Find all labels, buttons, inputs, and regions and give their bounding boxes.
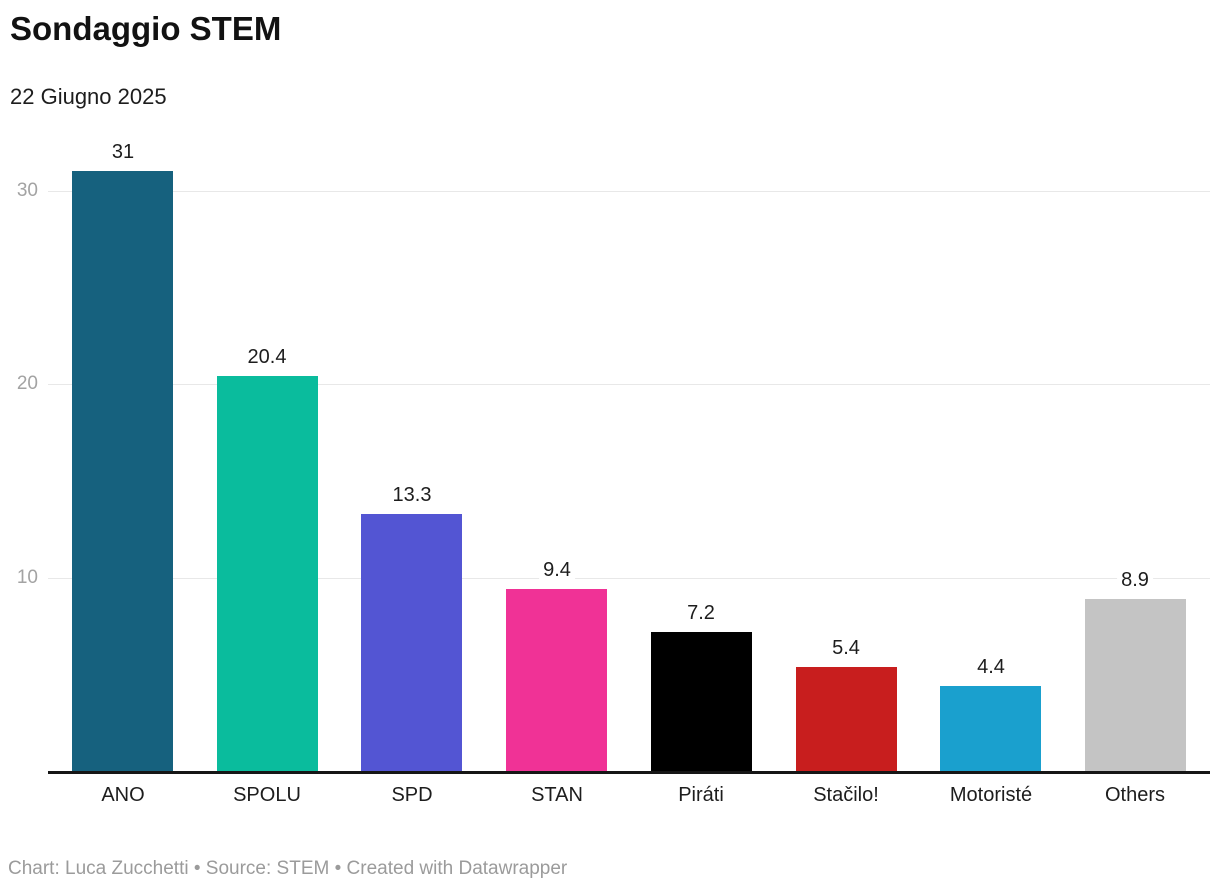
bar-value-label: 7.2	[683, 602, 719, 625]
gridline	[48, 384, 1210, 385]
bar-value-label: 8.9	[1117, 569, 1153, 592]
bar-others	[1085, 599, 1186, 771]
chart-subtitle: 22 Giugno 2025	[10, 84, 167, 109]
bar-spolu	[217, 376, 318, 771]
x-category-label: Others	[1104, 784, 1166, 806]
x-category-label: Motoristé	[949, 784, 1033, 806]
bar-value-label: 31	[107, 141, 139, 164]
x-category-label: Stačilo!	[813, 784, 879, 806]
bar-value-label: 9.4	[539, 559, 575, 582]
bar-pir-ti	[651, 632, 752, 771]
y-axis-tick-label: 20	[16, 373, 38, 394]
chart-footer: Chart: Luca Zucchetti • Source: STEM • C…	[8, 858, 568, 879]
y-axis-tick-label: 30	[16, 180, 38, 201]
x-axis-baseline	[48, 771, 1210, 774]
bar-value-label: 4.4	[973, 656, 1009, 679]
x-category-label: STAN	[531, 784, 583, 806]
gridline	[48, 191, 1210, 192]
x-category-label: SPD	[391, 784, 433, 806]
bar-value-label: 5.4	[828, 637, 864, 660]
bar-sta-ilo-	[796, 667, 897, 771]
chart-title: Sondaggio STEM	[10, 10, 282, 47]
x-category-label: SPOLU	[233, 784, 301, 806]
gridline	[48, 578, 1210, 579]
bar-spd	[361, 514, 462, 771]
x-category-label: ANO	[101, 784, 145, 806]
x-category-label: Piráti	[678, 784, 724, 806]
bar-value-label: 20.4	[243, 346, 291, 369]
bar-motorist-	[940, 686, 1041, 771]
bar-stan	[506, 589, 607, 771]
bar-value-label: 13.3	[388, 484, 436, 507]
bar-ano	[72, 171, 173, 771]
y-axis-tick-label: 10	[16, 567, 38, 588]
